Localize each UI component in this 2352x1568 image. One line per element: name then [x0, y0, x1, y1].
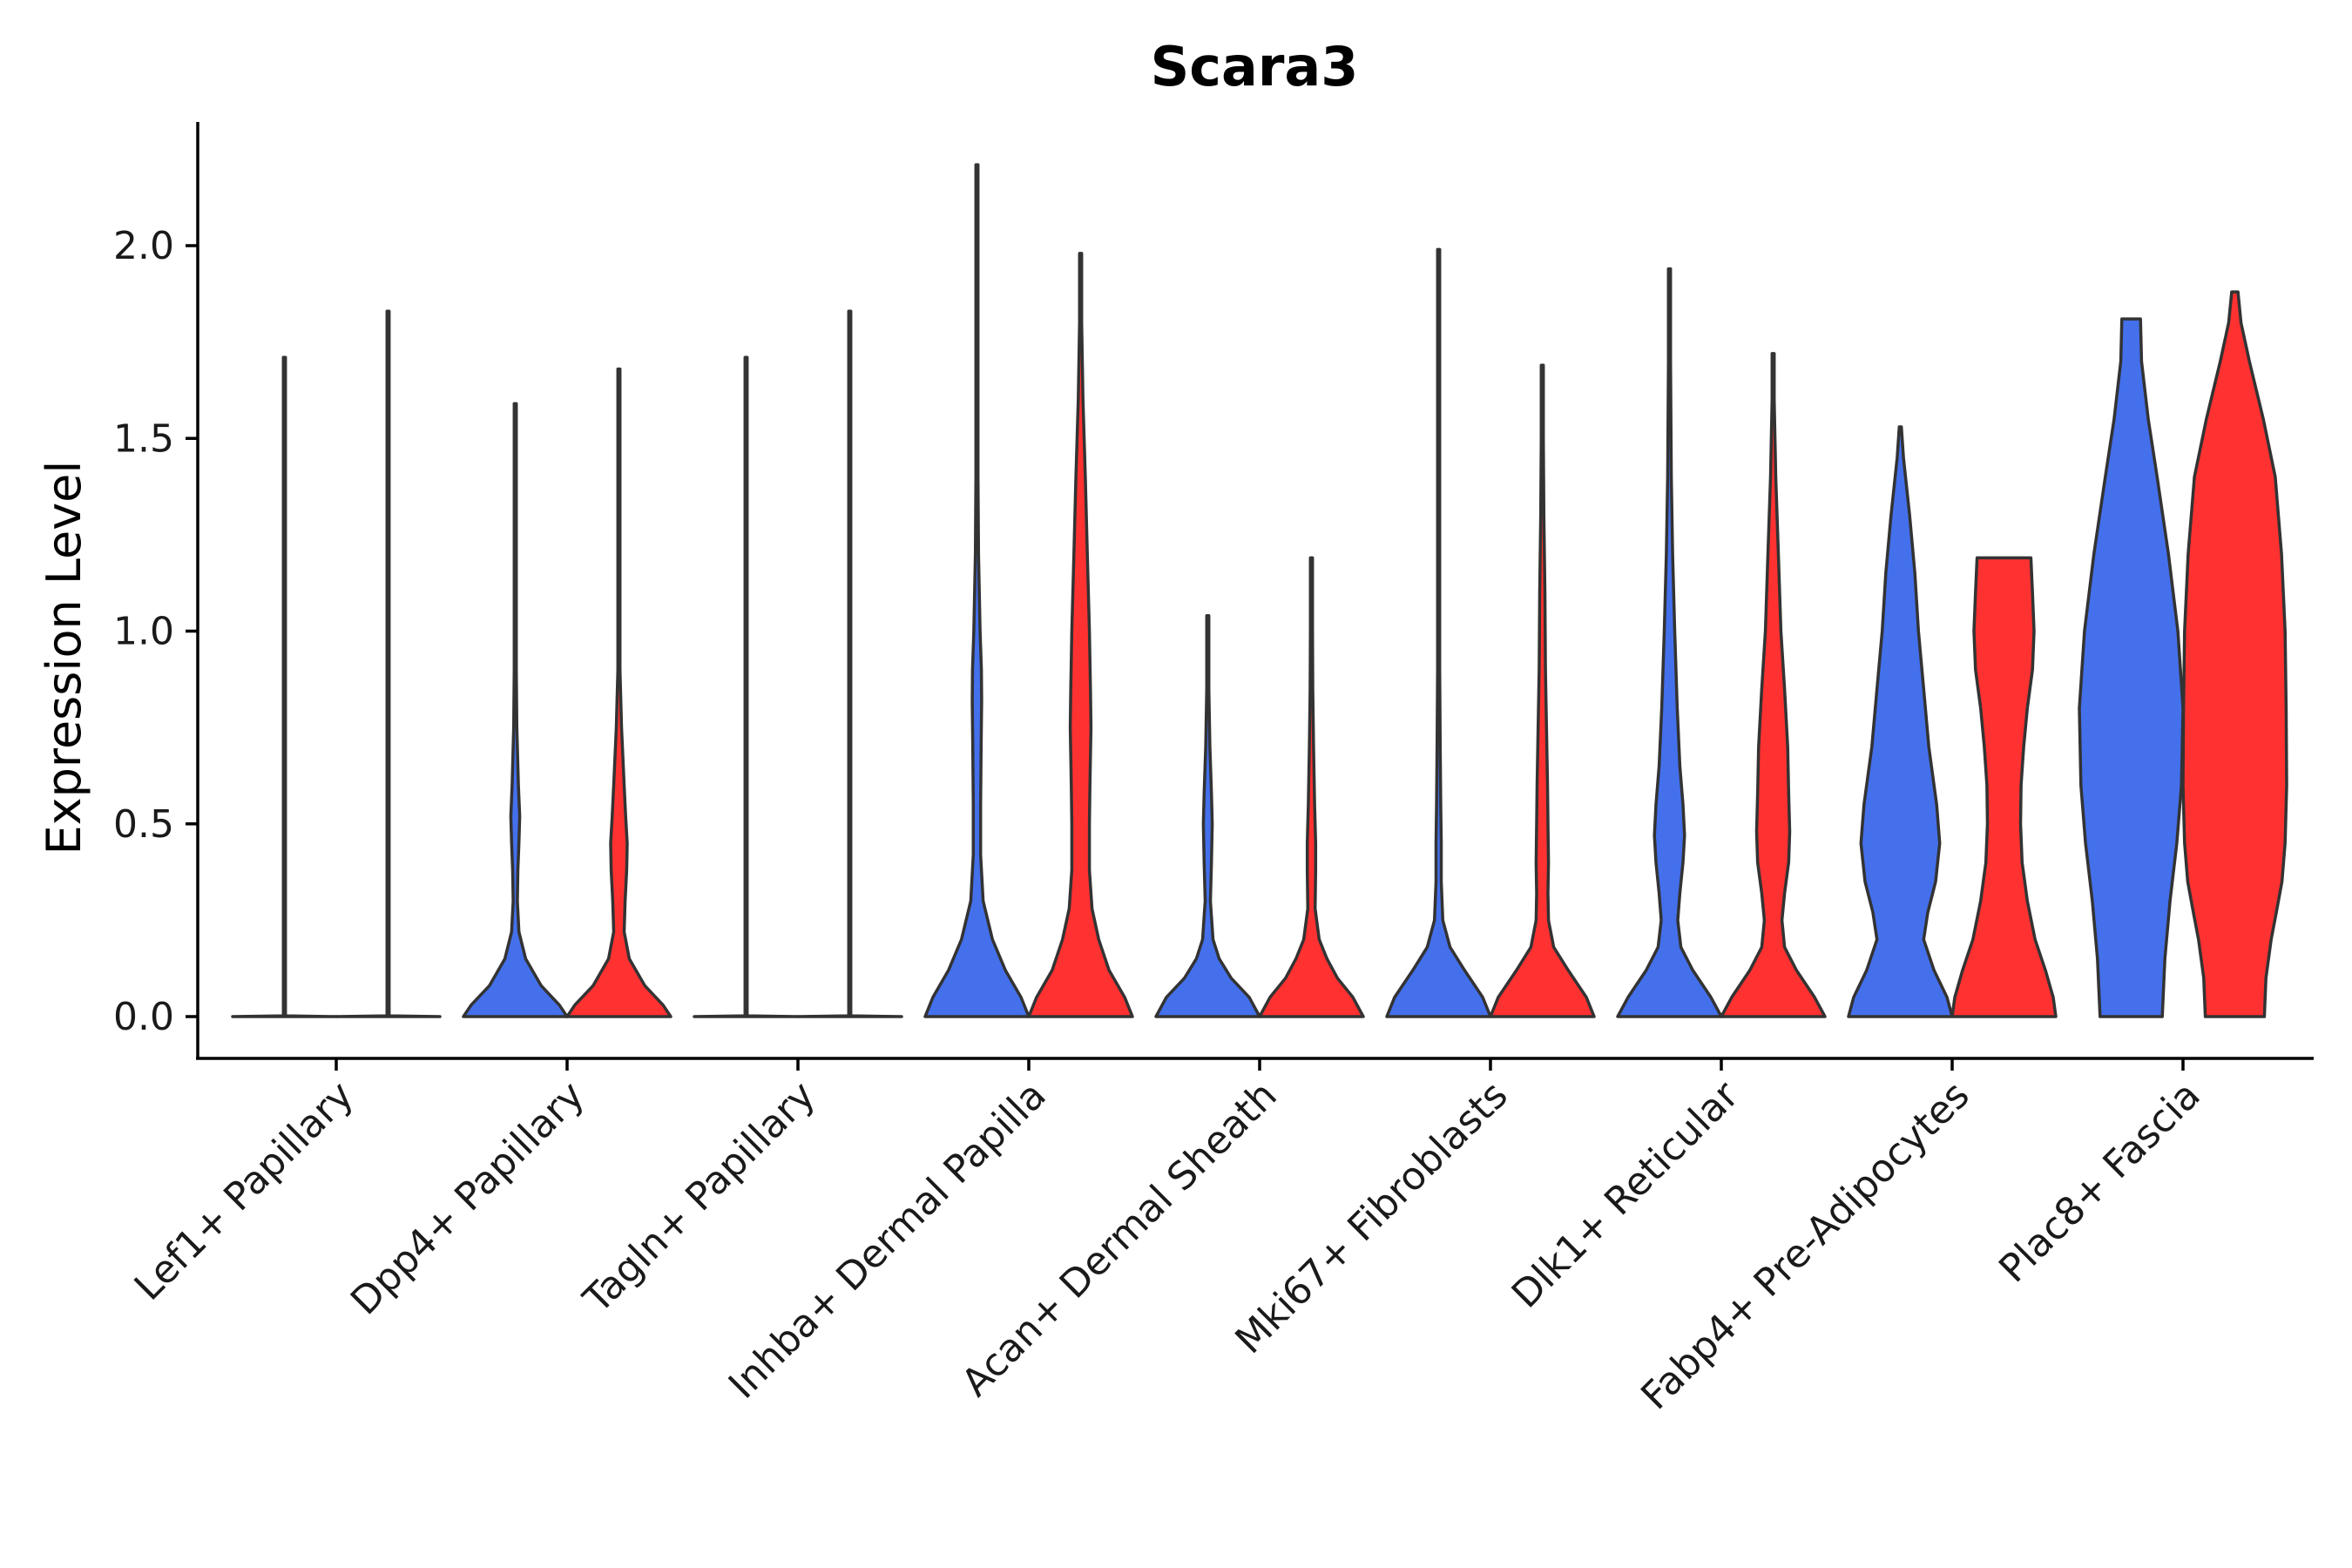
violin-group-1-9 — [2078, 317, 2185, 1018]
violin-group-1-6 — [1385, 247, 1492, 1018]
violin-group-2-7 — [1720, 352, 1827, 1018]
violin-group-2-3 — [796, 309, 903, 1018]
violin-group-1-3 — [693, 355, 800, 1018]
violin-group-2-8 — [1950, 556, 2058, 1018]
y-axis-title: Expression Level — [37, 461, 91, 855]
violin-group-2-4 — [1027, 252, 1134, 1018]
violin-group-1-5 — [1154, 614, 1261, 1018]
y-tick-label: 1.5 — [113, 416, 174, 461]
violin-group-1-1 — [231, 355, 338, 1018]
y-tick-label: 2.0 — [113, 224, 174, 268]
violin-group-2-6 — [1489, 363, 1596, 1018]
violin-layer — [231, 163, 2288, 1018]
violin-group-2-1 — [335, 309, 442, 1018]
violin-group-1-8 — [1847, 425, 1954, 1018]
violin-group-1-4 — [923, 163, 1031, 1018]
violin-group-2-5 — [1258, 556, 1365, 1018]
y-tick-label: 0.5 — [113, 802, 174, 847]
violin-group-2-2 — [565, 367, 672, 1018]
y-tick-label: 1.0 — [113, 610, 174, 654]
violin-group-1-7 — [1616, 267, 1723, 1018]
y-tick-label: 0.0 — [113, 995, 174, 1039]
y-axis-ticks: 0.0 0.5 1.0 1.5 2.0 — [113, 224, 198, 1039]
violin-group-2-9 — [2181, 290, 2288, 1018]
chart-title: Scara3 — [1151, 35, 1359, 98]
violin-group-1-2 — [462, 402, 569, 1018]
